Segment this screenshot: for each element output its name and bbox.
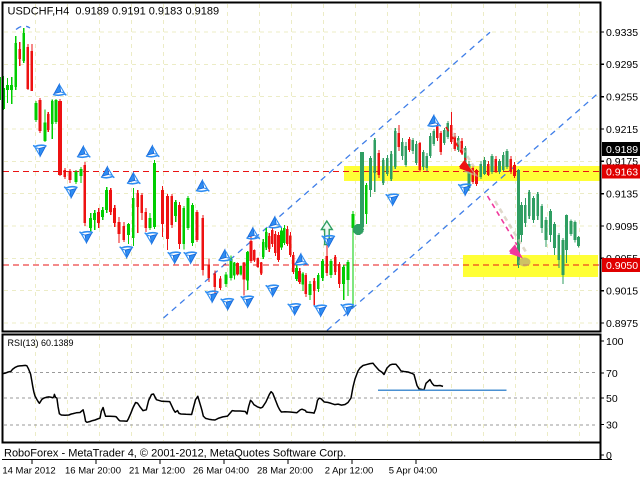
svg-text:0: 0 xyxy=(606,450,612,462)
svg-text:0.9015: 0.9015 xyxy=(606,286,638,298)
svg-text:RoboForex - MetaTrader 4, © 20: RoboForex - MetaTrader 4, © 2001-2012, M… xyxy=(4,447,346,459)
svg-text:RSI(13) 60.1389: RSI(13) 60.1389 xyxy=(8,338,74,348)
svg-text:0.9050: 0.9050 xyxy=(606,260,638,272)
svg-text:28 Mar 20:00: 28 Mar 20:00 xyxy=(257,465,313,476)
svg-text:0.9335: 0.9335 xyxy=(606,27,638,39)
svg-text:USDCHF,H4 0.9189 0.9191 0.918: USDCHF,H4 0.9189 0.9191 0.9183 0.9189 xyxy=(8,5,220,17)
svg-text:0.9189: 0.9189 xyxy=(606,144,638,156)
svg-text:0.9255: 0.9255 xyxy=(606,92,638,104)
svg-text:2 Apr 12:00: 2 Apr 12:00 xyxy=(325,465,374,476)
svg-text:0.9163: 0.9163 xyxy=(606,166,638,178)
svg-text:26 Mar 04:00: 26 Mar 04:00 xyxy=(193,465,249,476)
svg-text:0.8975: 0.8975 xyxy=(606,318,638,330)
svg-text:0.9095: 0.9095 xyxy=(606,221,638,233)
svg-text:14 Mar 2012: 14 Mar 2012 xyxy=(2,465,55,476)
svg-text:50: 50 xyxy=(606,393,618,405)
svg-text:100: 100 xyxy=(606,336,624,348)
svg-text:0.9135: 0.9135 xyxy=(606,189,638,201)
svg-text:5 Apr 04:00: 5 Apr 04:00 xyxy=(389,465,438,476)
svg-text:0.9215: 0.9215 xyxy=(606,124,638,136)
svg-text:30: 30 xyxy=(606,419,618,431)
svg-text:70: 70 xyxy=(606,368,618,380)
svg-text:0.9295: 0.9295 xyxy=(606,59,638,71)
svg-text:16 Mar 20:00: 16 Mar 20:00 xyxy=(65,465,121,476)
svg-text:21 Mar 12:00: 21 Mar 12:00 xyxy=(129,465,185,476)
